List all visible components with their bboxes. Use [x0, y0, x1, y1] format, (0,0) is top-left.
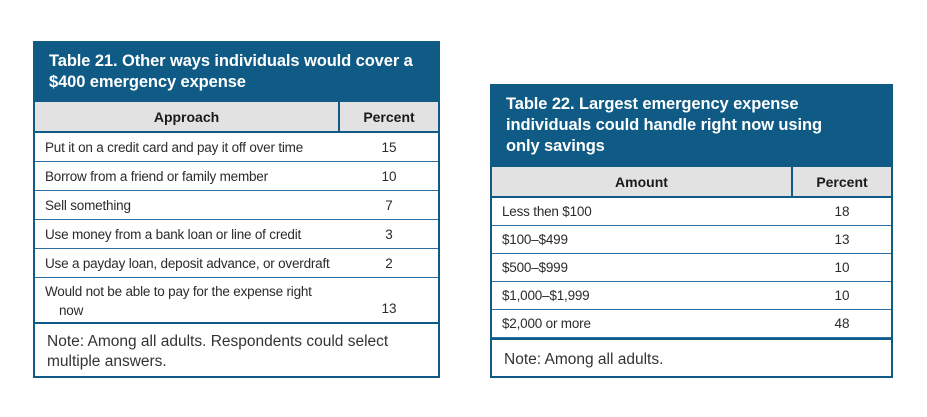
- column-header-approach: Approach: [35, 102, 340, 131]
- table-21-note: Note: Among all adults. Respondents coul…: [35, 322, 438, 376]
- row-label: $500–$999: [502, 260, 568, 275]
- row-percent: 10: [381, 168, 397, 184]
- table-22: Table 22. Largest emergency expense indi…: [490, 84, 893, 378]
- row-percent: 18: [834, 204, 850, 219]
- table-21-column-header: Approach Percent: [35, 102, 438, 133]
- row-label: Less then $100: [502, 204, 592, 219]
- table-row: Borrow from a friend or family member 10: [35, 162, 438, 191]
- column-header-percent: Percent: [816, 173, 868, 190]
- row-percent: 13: [834, 232, 850, 247]
- table-row: Less then $100 18: [492, 198, 891, 226]
- column-header-amount: Amount: [492, 167, 793, 196]
- table-row: $100–$499 13: [492, 226, 891, 254]
- row-percent: 10: [834, 260, 850, 275]
- table-row: Would not be able to pay for the expense…: [35, 278, 438, 322]
- row-label: Would not be able to pay for the expense…: [45, 284, 312, 318]
- table-row: Use money from a bank loan or line of cr…: [35, 220, 438, 249]
- table-row: $500–$999 10: [492, 254, 891, 282]
- table-row: Use a payday loan, deposit advance, or o…: [35, 249, 438, 278]
- row-percent: 15: [381, 139, 397, 155]
- table-22-note: Note: Among all adults.: [492, 338, 891, 376]
- table-row: Sell something 7: [35, 191, 438, 220]
- row-label: $2,000 or more: [502, 316, 591, 331]
- row-label: Sell something: [45, 197, 131, 213]
- row-percent: 3: [385, 226, 393, 242]
- table-row: $2,000 or more 48: [492, 310, 891, 338]
- row-percent: 10: [834, 288, 850, 303]
- table-row: $1,000–$1,999 10: [492, 282, 891, 310]
- row-percent: 7: [385, 197, 393, 213]
- row-percent: 13: [381, 301, 397, 316]
- row-label: Use a payday loan, deposit advance, or o…: [45, 255, 330, 271]
- row-label: $1,000–$1,999: [502, 288, 590, 303]
- row-percent: 48: [834, 316, 850, 331]
- table-21: Table 21. Other ways individuals would c…: [33, 41, 440, 378]
- row-percent: 2: [385, 255, 393, 271]
- row-label: $100–$499: [502, 232, 568, 247]
- row-label: Borrow from a friend or family member: [45, 168, 268, 184]
- table-21-title: Table 21. Other ways individuals would c…: [35, 43, 438, 102]
- row-label: Use money from a bank loan or line of cr…: [45, 226, 302, 242]
- column-header-percent: Percent: [363, 108, 415, 125]
- table-row: Put it on a credit card and pay it off o…: [35, 133, 438, 162]
- table-22-column-header: Amount Percent: [492, 167, 891, 198]
- table-22-title: Table 22. Largest emergency expense indi…: [492, 86, 891, 167]
- row-label: Put it on a credit card and pay it off o…: [45, 139, 304, 155]
